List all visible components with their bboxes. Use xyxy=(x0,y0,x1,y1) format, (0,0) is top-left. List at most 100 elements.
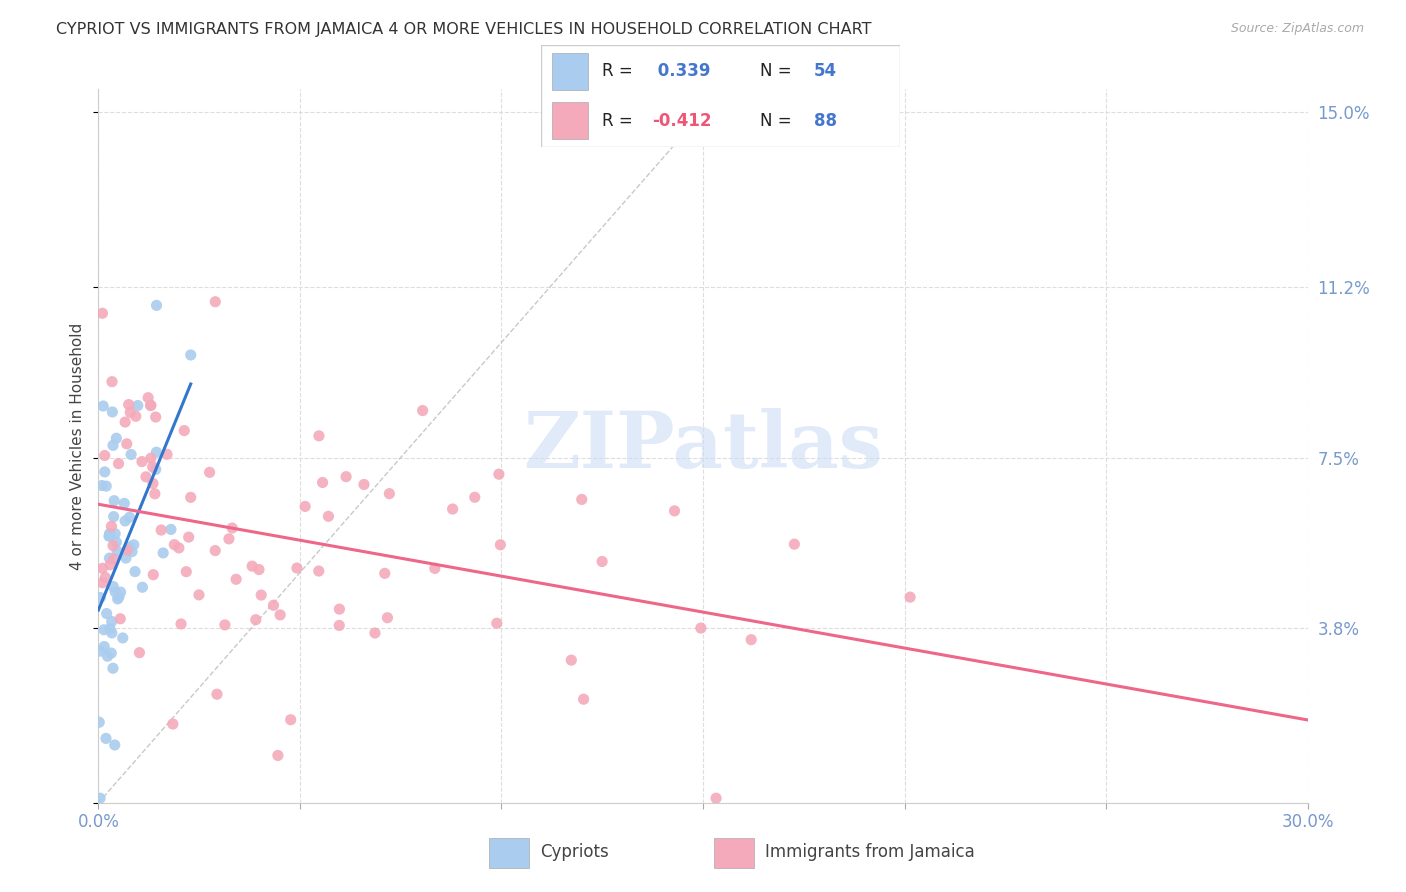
Point xyxy=(105,431,128,445)
Text: N =: N = xyxy=(761,62,797,80)
Text: Immigrants from Jamaica: Immigrants from Jamaica xyxy=(765,843,974,861)
Point xyxy=(328,602,350,616)
Point xyxy=(135,470,157,484)
Point xyxy=(91,306,114,320)
Point xyxy=(572,692,595,706)
Point xyxy=(704,791,727,805)
Point xyxy=(89,591,111,605)
Point xyxy=(114,514,136,528)
Point xyxy=(145,298,167,312)
Point xyxy=(111,631,134,645)
Point xyxy=(127,399,149,413)
Point xyxy=(98,622,121,636)
Point xyxy=(91,561,114,575)
Point xyxy=(174,565,197,579)
Point xyxy=(93,449,115,463)
Point xyxy=(98,558,121,572)
Point xyxy=(115,551,138,566)
Point xyxy=(269,607,291,622)
Point xyxy=(104,585,127,599)
Point xyxy=(108,590,131,604)
Point xyxy=(100,615,122,629)
Point xyxy=(142,459,165,474)
Point xyxy=(318,509,340,524)
Point xyxy=(204,543,226,558)
Point xyxy=(103,509,125,524)
Point xyxy=(188,588,211,602)
Point xyxy=(114,415,136,429)
Point xyxy=(118,540,141,554)
Point xyxy=(115,437,138,451)
Point xyxy=(139,451,162,466)
Bar xyxy=(553,53,588,90)
Point xyxy=(167,541,190,555)
Point xyxy=(245,613,267,627)
Point xyxy=(142,567,165,582)
Point xyxy=(89,644,111,658)
Point xyxy=(96,607,118,621)
Point xyxy=(104,738,127,752)
Point xyxy=(374,566,396,581)
Point xyxy=(93,623,115,637)
Point xyxy=(180,491,202,505)
Point xyxy=(378,486,401,500)
Point xyxy=(898,590,921,604)
Point xyxy=(145,445,167,459)
Point xyxy=(423,561,446,575)
Point xyxy=(441,502,464,516)
Point xyxy=(145,462,167,476)
Point xyxy=(280,713,302,727)
Text: CYPRIOT VS IMMIGRANTS FROM JAMAICA 4 OR MORE VEHICLES IN HOUSEHOLD CORRELATION C: CYPRIOT VS IMMIGRANTS FROM JAMAICA 4 OR … xyxy=(56,22,872,37)
Point xyxy=(101,438,124,452)
Text: N =: N = xyxy=(761,112,797,129)
Point xyxy=(124,565,146,579)
Text: 54: 54 xyxy=(814,62,837,80)
Point xyxy=(89,715,111,730)
Point xyxy=(112,496,135,510)
Point xyxy=(90,478,112,492)
Point xyxy=(107,591,129,606)
Point xyxy=(218,532,240,546)
Point xyxy=(96,649,118,664)
Point xyxy=(93,640,115,654)
Point xyxy=(152,546,174,560)
Point xyxy=(145,409,167,424)
Point xyxy=(103,580,125,594)
Point xyxy=(94,465,117,479)
Text: R =: R = xyxy=(602,112,638,129)
Point xyxy=(591,554,613,568)
Point xyxy=(163,538,186,552)
Point xyxy=(103,493,125,508)
Point xyxy=(128,646,150,660)
Point xyxy=(783,537,806,551)
Point xyxy=(150,523,173,537)
Point xyxy=(94,731,117,746)
Text: 0.339: 0.339 xyxy=(652,62,711,80)
Point xyxy=(118,398,141,412)
Point xyxy=(103,552,125,566)
Point xyxy=(353,477,375,491)
Text: Cypriots: Cypriots xyxy=(540,843,609,861)
Point xyxy=(98,526,121,541)
Point xyxy=(328,618,350,632)
Point xyxy=(91,399,114,413)
Point xyxy=(121,544,143,558)
Point xyxy=(139,398,162,412)
Point xyxy=(740,632,762,647)
Point xyxy=(160,523,183,537)
Point xyxy=(101,375,124,389)
Point xyxy=(247,563,270,577)
Point xyxy=(101,661,124,675)
Bar xyxy=(489,838,529,868)
Point xyxy=(488,467,510,482)
Point xyxy=(285,561,308,575)
Text: ZIPatlas: ZIPatlas xyxy=(523,408,883,484)
Point xyxy=(97,529,120,543)
Y-axis label: 4 or more Vehicles in Household: 4 or more Vehicles in Household xyxy=(70,322,86,570)
Point xyxy=(263,599,285,613)
Point xyxy=(136,391,159,405)
Point xyxy=(464,490,486,504)
Point xyxy=(294,500,316,514)
Point xyxy=(115,543,138,558)
Point xyxy=(110,612,132,626)
